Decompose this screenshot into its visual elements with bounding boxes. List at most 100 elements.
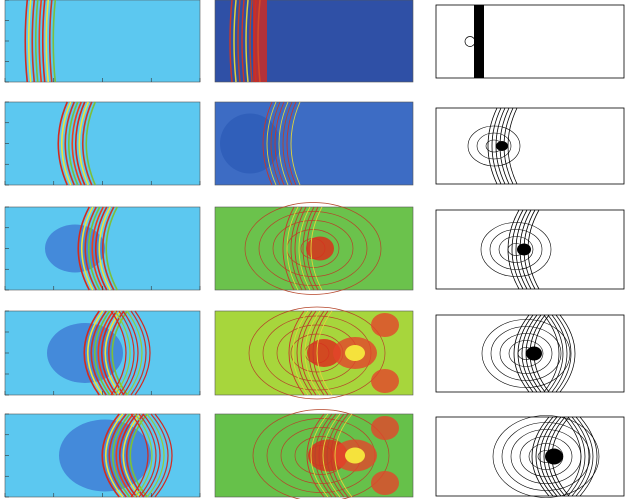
panel-bg <box>435 416 625 497</box>
contour <box>258 211 368 286</box>
contour <box>252 409 390 499</box>
wave-contour <box>326 413 345 498</box>
wave-contour <box>559 314 576 393</box>
wave-contour <box>85 101 96 186</box>
wave-contour <box>31 0 36 83</box>
wave-contour <box>318 413 337 498</box>
wave-contour <box>567 416 586 497</box>
wave-contour <box>91 206 104 291</box>
wave-contour <box>292 310 309 396</box>
wave-contour <box>302 206 315 291</box>
wave-contour <box>74 101 86 186</box>
panel-bg <box>214 0 414 83</box>
wave-contour <box>126 310 143 396</box>
wave-contour <box>101 206 115 291</box>
panel <box>214 0 414 83</box>
wave-contour <box>111 413 131 498</box>
contour <box>498 236 534 263</box>
red-region <box>307 339 341 367</box>
wave-contour <box>306 413 325 498</box>
wave-contour <box>539 416 558 497</box>
wave-contour <box>266 101 277 186</box>
wave-contour <box>233 0 237 83</box>
wave-contour <box>300 310 317 396</box>
wave-contour <box>24 0 29 83</box>
panel <box>435 4 625 79</box>
wave-contour <box>130 310 147 396</box>
panel <box>435 415 625 498</box>
wave-contour <box>274 101 285 186</box>
wave-contour <box>282 101 293 186</box>
wave-contour <box>296 310 313 396</box>
panel <box>435 314 625 393</box>
wave-contour <box>579 416 598 497</box>
wave-contour <box>547 314 564 393</box>
wave-contour <box>575 416 594 497</box>
wave-contour <box>134 413 153 498</box>
wave-contour <box>310 413 329 498</box>
panel <box>214 306 414 400</box>
contour <box>492 415 600 498</box>
contour <box>244 202 382 295</box>
blue-region <box>220 113 280 174</box>
wave-contour <box>97 310 114 396</box>
panel <box>4 206 201 291</box>
wave-contour <box>94 206 108 291</box>
panel <box>435 107 625 185</box>
wave-contour <box>241 0 245 83</box>
panel-bg <box>4 101 201 186</box>
wave-contour <box>110 310 127 396</box>
contour <box>508 340 544 367</box>
wave-contour <box>513 314 530 393</box>
contour <box>510 429 582 484</box>
wave-contour <box>64 101 75 186</box>
contour <box>272 220 354 277</box>
panel <box>4 413 201 498</box>
wave-contour <box>83 310 100 396</box>
wave-contour <box>52 0 57 83</box>
wave-contour <box>543 314 560 393</box>
wave-contour <box>304 310 321 396</box>
wave-contour <box>288 310 305 396</box>
panel <box>435 209 625 290</box>
wave-contour <box>531 416 550 497</box>
contour <box>476 132 512 160</box>
wave-contour <box>118 310 135 396</box>
wave-contour <box>298 206 311 291</box>
red-region <box>371 416 399 440</box>
wave-contour <box>130 413 149 498</box>
wave-contour <box>41 0 46 83</box>
dense-contour <box>496 141 508 151</box>
wave-contour <box>543 416 562 497</box>
wave-contour <box>290 206 303 291</box>
wave-contour <box>100 310 118 396</box>
contour <box>464 36 476 47</box>
wave-contour <box>270 101 281 186</box>
wave-contour <box>535 416 554 497</box>
wave-contour <box>86 310 104 396</box>
wave-contour <box>237 0 241 83</box>
contour <box>467 125 521 167</box>
wave-contour <box>81 101 93 186</box>
wave-contour <box>80 206 94 291</box>
wave-contour <box>105 206 118 291</box>
wave-contour <box>134 310 151 396</box>
wave-contour <box>154 413 173 498</box>
wave-contour <box>104 310 121 396</box>
black-band <box>474 5 484 78</box>
red-region <box>371 471 399 495</box>
wave-contour <box>249 0 253 83</box>
contour <box>481 319 571 388</box>
wave-contour <box>511 209 524 290</box>
wave-contour <box>87 206 101 291</box>
wave-contour <box>487 107 498 185</box>
wave-contour <box>78 101 89 186</box>
wave-contour <box>138 413 157 498</box>
contour <box>248 306 386 400</box>
wave-contour <box>515 209 528 290</box>
red-region <box>306 236 334 261</box>
wave-contour <box>104 413 124 498</box>
wave-contour <box>45 0 50 83</box>
wave-contour <box>107 310 125 396</box>
